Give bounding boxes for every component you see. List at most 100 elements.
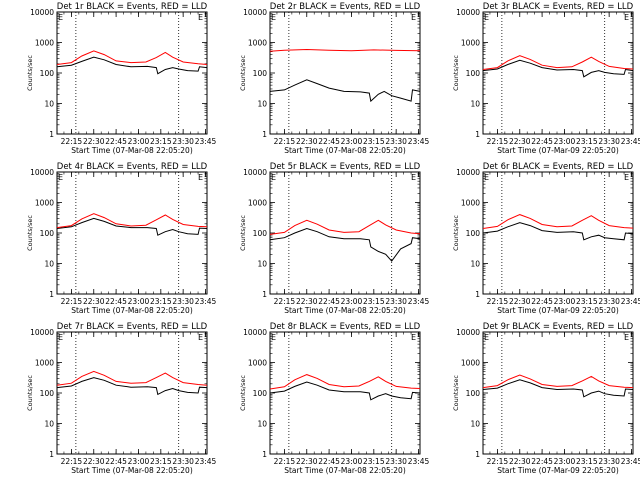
y-tick-label: 10000 [30,8,54,17]
x-tick-label: 22:15 [61,137,83,146]
panel-9-series-lld-line [482,374,634,389]
x-tick-label: 23:15 [150,137,172,146]
panel-5-xlabel: Start Time (07-Mar-08 22:05:20) [284,306,406,315]
x-tick-label: 23:00 [341,297,363,306]
y-tick-label: 10 [470,260,480,269]
y-tick-label: 1000 [35,39,54,48]
y-tick-label: 10 [257,260,267,269]
panel-3-xlabel: Start Time (07-Mar-09 22:05:20) [497,146,619,155]
x-tick-label: 23:30 [598,457,620,466]
x-tick-label: 22:15 [61,297,83,306]
panel-6-series-lld-line [482,214,634,229]
x-tick-label: 23:45 [408,297,430,306]
y-tick-label: 1 [262,290,267,299]
x-tick-label: 23:00 [128,137,150,146]
x-tick-label: 23:30 [385,297,407,306]
y-tick-label: 1000 [248,39,267,48]
x-tick-label: 22:45 [105,137,127,146]
x-tick-label: 23:15 [576,137,598,146]
x-tick-label: 23:00 [128,297,150,306]
panel-2-series-lld-line [269,48,421,52]
y-tick-label: 10000 [456,168,480,177]
y-tick-label: 1000 [461,359,480,368]
y-tick-label: 100 [40,69,55,78]
x-tick-label: 22:15 [274,297,296,306]
panel-7-xlabel: Start Time (07-Mar-08 22:05:20) [71,466,193,475]
panel-5-series-lld-line [269,219,421,235]
x-tick-label: 23:45 [408,457,430,466]
x-tick-label: 23:15 [363,297,385,306]
panel-3-title: Det 3r BLACK = Events, RED = LLD [483,2,634,12]
panel-7-title: Det 7r BLACK = Events, RED = LLD [57,322,208,332]
y-tick-label: 1000 [35,359,54,368]
x-tick-label: 22:15 [274,137,296,146]
panel-2-title: Det 2r BLACK = Events, RED = LLD [270,2,421,12]
e-marker: E [484,333,489,342]
x-tick-label: 22:45 [531,137,553,146]
x-tick-label: 23:15 [363,137,385,146]
x-tick-label: 22:30 [509,457,531,466]
y-tick-label: 1 [475,130,480,139]
x-tick-label: 23:00 [554,137,576,146]
x-tick-label: 23:45 [621,297,640,306]
x-tick-label: 23:15 [150,297,172,306]
x-tick-label: 23:30 [172,297,194,306]
y-tick-label: 10 [44,100,54,109]
y-tick-label: 10000 [456,328,480,337]
panel-5-series-events-line [269,227,421,262]
panel-4-series-lld-line [56,213,208,229]
x-tick-label: 22:30 [296,137,318,146]
panel-2-ylabel: Counts/sec [239,55,247,91]
x-tick-label: 22:30 [509,297,531,306]
y-tick-label: 10 [44,420,54,429]
y-tick-label: 1 [262,450,267,459]
e-marker: E [624,13,629,22]
e-marker: E [411,333,416,342]
panel-6-title: Det 6r BLACK = Events, RED = LLD [483,162,634,172]
y-tick-label: 100 [253,389,268,398]
panel-5-title: Det 5r BLACK = Events, RED = LLD [270,162,421,172]
x-tick-label: 22:30 [83,297,105,306]
panel-7-series-lld-line [56,370,208,386]
e-marker: E [198,13,203,22]
x-tick-label: 23:15 [150,457,172,466]
e-marker: E [271,13,276,22]
x-tick-label: 23:00 [341,137,363,146]
panel-1-series-lld-line [56,50,208,65]
y-tick-label: 100 [466,229,481,238]
x-tick-label: 22:30 [509,137,531,146]
e-marker: E [411,13,416,22]
panel-6-series-events-line [482,222,634,241]
panel-4-ylabel: Counts/sec [26,215,34,251]
e-marker: E [198,333,203,342]
x-tick-label: 23:00 [128,457,150,466]
y-tick-label: 100 [253,229,268,238]
y-tick-label: 100 [466,389,481,398]
y-tick-label: 100 [253,69,268,78]
panel-9-title: Det 9r BLACK = Events, RED = LLD [483,322,634,332]
panel-9-xlabel: Start Time (07-Mar-09 22:05:20) [497,466,619,475]
x-tick-label: 23:00 [341,457,363,466]
panel-9-frame [482,331,634,455]
panel-1-title: Det 1r BLACK = Events, RED = LLD [57,2,208,12]
y-tick-label: 10000 [456,8,480,17]
panel-2-series-events-line [269,79,421,103]
panel-1-ylabel: Counts/sec [26,55,34,91]
e-marker: E [198,173,203,182]
panel-5-frame [269,171,421,295]
y-tick-label: 10 [44,260,54,269]
panel-4-title: Det 4r BLACK = Events, RED = LLD [57,162,208,172]
y-tick-label: 100 [40,389,55,398]
panel-9-series-events-line [482,379,634,398]
panel-3-series-events-line [482,59,634,78]
x-tick-label: 23:15 [576,457,598,466]
panel-2-frame [269,11,421,135]
y-tick-label: 1 [49,450,54,459]
y-tick-label: 1 [49,130,54,139]
x-tick-label: 23:30 [598,297,620,306]
y-tick-label: 10 [470,100,480,109]
x-tick-label: 22:45 [105,457,127,466]
x-tick-label: 22:30 [83,137,105,146]
x-tick-label: 23:30 [598,137,620,146]
